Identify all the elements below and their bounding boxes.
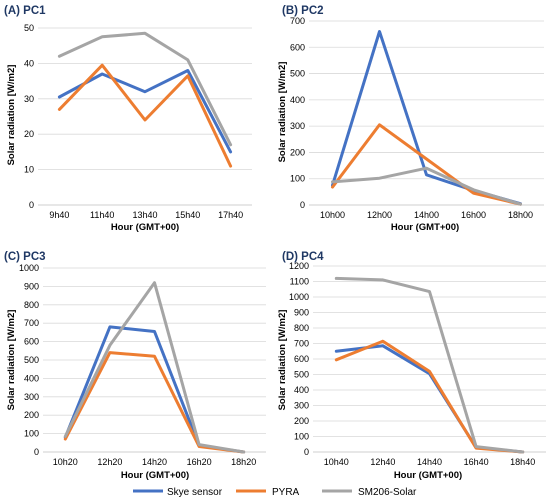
panel-pc2: (B) PC2 0 100 200 300 400 500 600 700 10h00 12h00… — [277, 5, 544, 233]
y-tick-label: 600 — [24, 337, 39, 347]
y-tick-label: 300 — [24, 392, 39, 402]
y-tick-label: 300 — [290, 121, 305, 131]
y-tick-label: 600 — [290, 42, 305, 52]
y-tick-label: 1000 — [19, 263, 39, 273]
panel-title: (D) PC4 — [282, 251, 324, 263]
x-tick-label: 17h40 — [218, 210, 243, 220]
x-tick-label: 10h20 — [53, 457, 78, 467]
y-axis-label: Solar radiation [W/m2] — [6, 310, 17, 411]
x-tick-label: 14h40 — [417, 457, 442, 467]
series-line-skye-sensor — [331, 30, 522, 206]
legend-label-skye: Skye sensor — [167, 487, 223, 498]
y-tick-label: 1000 — [289, 292, 309, 302]
series-line-sm206-solar — [331, 166, 522, 206]
y-tick-label: 0 — [29, 200, 34, 210]
x-axis-label: Hour (GMT+00) — [111, 222, 179, 233]
x-tick-label: 18h20 — [231, 457, 256, 467]
x-tick-label: 12h20 — [97, 457, 122, 467]
x-tick-label: 15h40 — [175, 210, 200, 220]
y-tick-label: 900 — [294, 308, 309, 318]
y-tick-label: 200 — [290, 147, 305, 157]
x-tick-label: 13h40 — [132, 210, 157, 220]
y-tick-label: 0 — [300, 200, 305, 210]
y-tick-label: 800 — [24, 300, 39, 310]
panel-title: (C) PC3 — [4, 251, 46, 263]
y-tick-label: 400 — [24, 373, 39, 383]
x-tick-label: 16h20 — [187, 457, 212, 467]
y-tick-label: 200 — [24, 410, 39, 420]
x-tick-label: 11h40 — [90, 210, 114, 220]
y-tick-label: 100 — [24, 429, 39, 439]
y-tick-label: 500 — [24, 355, 39, 365]
y-tick-label: 100 — [290, 174, 305, 184]
y-tick-label: 100 — [294, 432, 309, 442]
series-line-pyra — [331, 123, 522, 206]
series-line-sm206-solar — [57, 31, 233, 147]
x-tick-label: 12h00 — [367, 210, 392, 220]
y-tick-label: 300 — [294, 401, 309, 411]
y-axis-label: Solar radiation [W/m2] — [277, 62, 288, 163]
y-tick-label: 500 — [294, 370, 309, 380]
series-line-pyra — [334, 339, 525, 454]
x-tick-label: 14h00 — [414, 210, 439, 220]
y-tick-label: 10 — [24, 165, 34, 175]
y-tick-label: 1100 — [290, 277, 309, 287]
x-axis-label: Hour (GMT+00) — [391, 222, 459, 233]
plot-area: 0 100 200 300 400 500 600 700 10h00 12h00 14h00 16h… — [290, 16, 544, 220]
series-line-pyra — [57, 63, 233, 168]
y-tick-label: 900 — [24, 281, 39, 291]
legend-label-sm206: SM206-Solar — [358, 487, 417, 498]
x-tick-label: 18h40 — [510, 457, 535, 467]
series-line-skye-sensor — [334, 344, 525, 454]
y-tick-label: 600 — [294, 354, 309, 364]
legend-label-pyra: PYRA — [272, 487, 300, 498]
y-tick-label: 700 — [294, 339, 309, 349]
plot-area: 0 100 200 300 400 500 600 700 800 900 1000 1100 1200… — [289, 261, 546, 467]
series-line-sm206-solar — [63, 281, 246, 454]
legend: Skye sensor PYRA SM206-Solar — [133, 487, 417, 498]
y-tick-label: 40 — [24, 58, 34, 68]
x-tick-label: 18h00 — [508, 210, 533, 220]
x-tick-label: 14h20 — [142, 457, 167, 467]
y-tick-label: 500 — [290, 69, 305, 79]
panel-pc3: (C) PC3 0 100 200 300 400 500 600 700 800 900 1000… — [4, 251, 266, 481]
y-tick-label: 800 — [294, 323, 309, 333]
x-axis-label: Hour (GMT+00) — [121, 470, 189, 481]
panel-pc4: (D) PC4 0 100 200 300 400 500 600 700 800 900 1000… — [277, 251, 546, 481]
y-tick-label: 400 — [290, 95, 305, 105]
x-tick-label: 9h40 — [49, 210, 69, 220]
series-line-sm206-solar — [334, 276, 525, 454]
y-axis-label: Solar radiation [W/m2] — [6, 65, 17, 166]
x-tick-label: 10h40 — [324, 457, 349, 467]
panel-title: (B) PC2 — [282, 5, 324, 17]
y-tick-label: 400 — [294, 385, 309, 395]
panel-pc1: (A) PC1 0 10 20 30 40 50 9h40 11h40 13h40 15h40 17… — [4, 5, 252, 233]
x-tick-label: 16h00 — [461, 210, 486, 220]
panel-title: (A) PC1 — [4, 5, 46, 17]
y-tick-label: 30 — [24, 94, 34, 104]
y-tick-label: 20 — [24, 129, 34, 139]
y-tick-label: 700 — [24, 318, 39, 328]
y-tick-label: 50 — [24, 23, 34, 33]
y-tick-label: 200 — [294, 416, 309, 426]
y-tick-label: 700 — [290, 16, 305, 26]
plot-area: 0 10 20 30 40 50 9h40 11h40 13h40 15h40 17h40 — [24, 23, 252, 220]
plot-area: 0 100 200 300 400 500 600 700 800 900 1000 10h20 12h… — [19, 263, 266, 467]
x-tick-label: 10h00 — [320, 210, 345, 220]
y-tick-label: 1200 — [289, 261, 309, 271]
x-tick-label: 12h40 — [370, 457, 395, 467]
y-tick-label: 0 — [34, 447, 39, 457]
x-tick-label: 16h40 — [464, 457, 489, 467]
x-axis-label: Hour (GMT+00) — [394, 470, 462, 481]
y-tick-label: 0 — [304, 447, 309, 457]
y-axis-label: Solar radiation [W/m2] — [277, 310, 288, 411]
